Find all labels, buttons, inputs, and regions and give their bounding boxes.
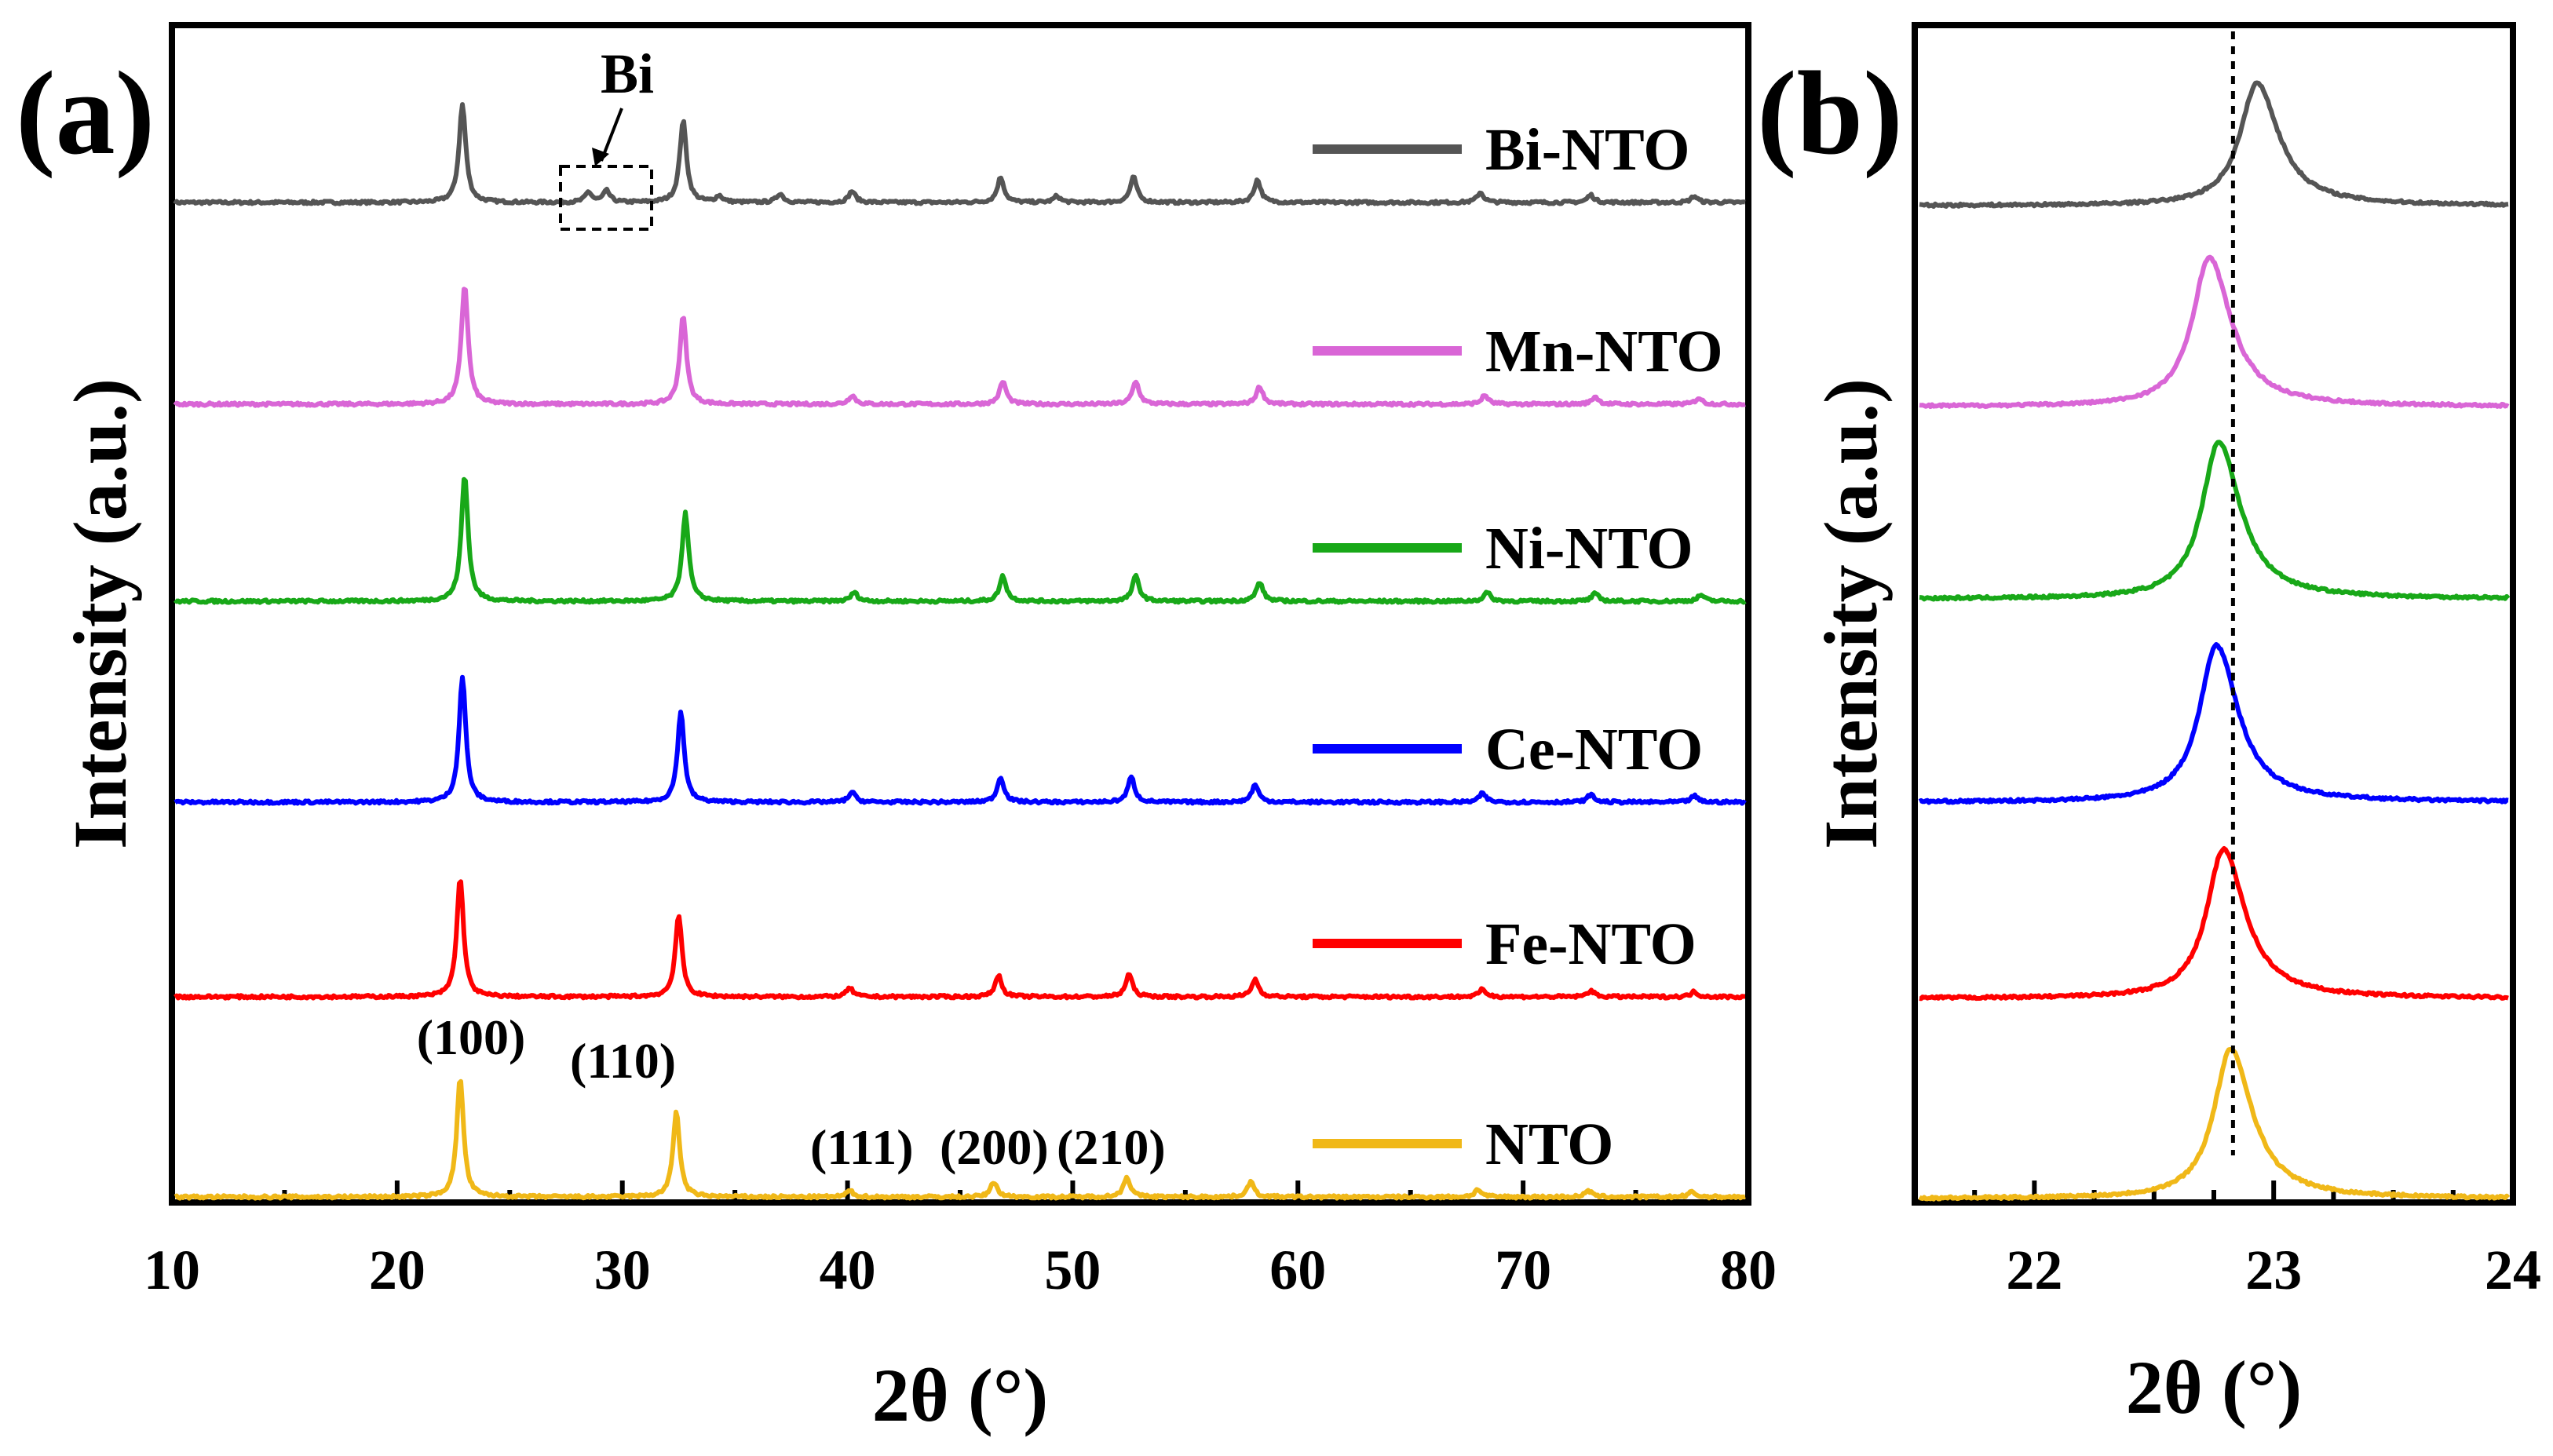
panel-b-traces [1918, 80, 2511, 1202]
panel-b-trace-mn-nto [1919, 254, 2510, 410]
panel-a-trace-nto [173, 1078, 1746, 1201]
panel-a-ylabel: Intensity (a.u.) [58, 378, 142, 849]
panel-a: (a) Intensity (a.u.) 2θ (°) 10 20 30 40 50 60… [16, 22, 1777, 1437]
legend-label-bi-nto: Bi-NTO [1485, 117, 1689, 183]
panel-b-tick-label: 23 [2245, 1239, 2302, 1301]
legend-label-nto: NTO [1485, 1111, 1613, 1177]
panel-a-label: (a) [16, 47, 155, 179]
miller-index-label: (210) [1057, 1119, 1166, 1175]
bi-impurity-box [559, 165, 653, 231]
panel-a-tick-label: 80 [1720, 1239, 1777, 1301]
panel-a-tick-label: 40 [820, 1239, 876, 1301]
panel-b-trace-bi-nto [1919, 80, 2509, 209]
panel-a-x-ticks: 10 20 30 40 50 60 70 80 [144, 1180, 1777, 1301]
miller-index-label: (111) [810, 1119, 914, 1175]
panel-b-trace-fe-nto [1919, 846, 2509, 1002]
legend-label-ce-nto: Ce-NTO [1485, 717, 1703, 783]
panel-b: (b) Intensity (a.u.) 2θ (°) 22 23 24 [1757, 22, 2541, 1429]
panel-b-xlabel: 2θ (°) [2126, 1345, 2302, 1429]
panel-b-trace-nto [1918, 1046, 2511, 1202]
panel-b-x-ticks: 22 23 24 [1912, 1180, 2541, 1301]
panel-a-tick-label: 60 [1269, 1239, 1326, 1301]
legend-label-fe-nto: Fe-NTO [1485, 911, 1697, 977]
panel-b-trace-ce-nto [1918, 642, 2509, 805]
panel-b-ylabel: Intensity (a.u.) [1809, 378, 1893, 849]
legend-label-ni-nto: Ni-NTO [1485, 516, 1693, 582]
panel-a-trace-ce-nto [173, 674, 1747, 806]
panel-a-trace-mn-nto [173, 286, 1746, 408]
panel-a-tick-label: 20 [369, 1239, 426, 1301]
panel-a-annotations: Bi (100) (110) (111) (200) (210) [417, 42, 1166, 1175]
bi-impurity-arrowhead [592, 148, 609, 166]
panel-a-trace-bi-nto [173, 102, 1746, 206]
legend-label-mn-nto: Mn-NTO [1485, 319, 1723, 385]
panel-a-tick-label: 10 [144, 1239, 200, 1301]
miller-index-label: (200) [940, 1119, 1049, 1175]
panel-b-label: (b) [1757, 47, 1903, 179]
panel-b-trace-ni-nto [1919, 440, 2511, 602]
bi-impurity-arrow [600, 108, 623, 162]
panel-a-tick-label: 70 [1495, 1239, 1551, 1301]
panel-b-tick-label: 22 [2006, 1239, 2062, 1301]
panel-a-tick-label: 50 [1044, 1239, 1101, 1301]
panel-b-tick-label: 24 [2485, 1239, 2541, 1301]
panel-a-traces [173, 102, 1747, 1201]
panel-a-tick-label: 30 [594, 1239, 651, 1301]
bi-impurity-label: Bi [601, 42, 654, 105]
panel-a-legend: Bi-NTO Mn-NTO Ni-NTO Ce-NTO Fe-NTO NTO [1313, 117, 1723, 1177]
panel-a-trace-ni-nto [173, 476, 1747, 605]
miller-index-label: (100) [417, 1009, 526, 1065]
panel-a-xlabel: 2θ (°) [872, 1353, 1048, 1437]
miller-index-label: (110) [570, 1033, 676, 1089]
panel-a-trace-fe-nto [173, 879, 1746, 1001]
